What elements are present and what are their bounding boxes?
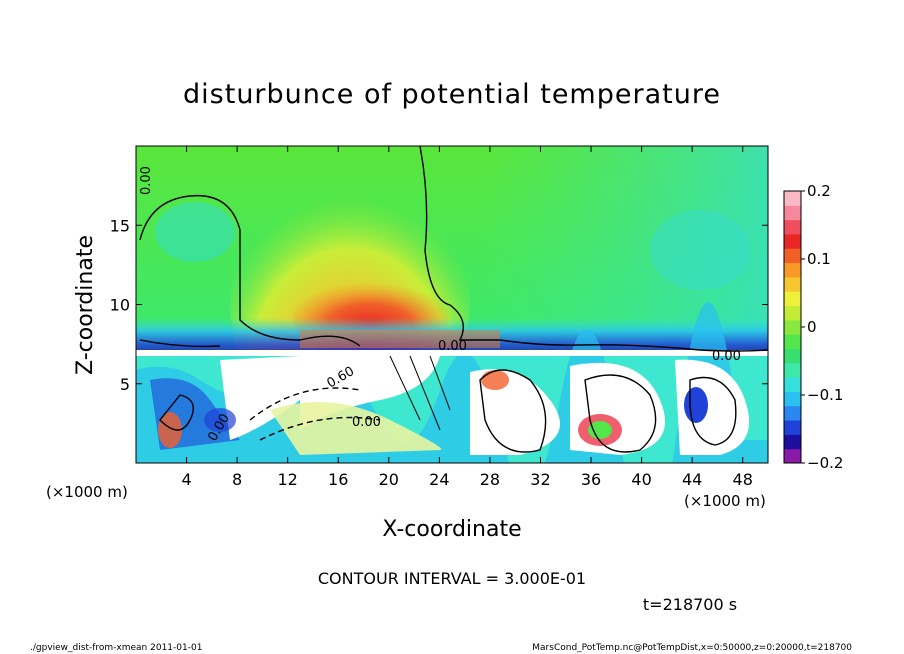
colorbar-swatch xyxy=(784,276,801,292)
colorbar-tick-label: 0 xyxy=(807,318,817,336)
colorbar-swatch xyxy=(784,191,801,206)
x-tick-label: 12 xyxy=(278,470,298,489)
colorbar-tick-label: −0.2 xyxy=(807,454,843,472)
colorbar: 0.2 0.1 0 −0.1 −0.2 xyxy=(783,182,843,472)
colorbar-swatch xyxy=(784,377,801,392)
x-tick-label: 28 xyxy=(480,470,500,489)
x-tick-label: 20 xyxy=(379,470,399,489)
x-unit-left: (×1000 m) xyxy=(46,483,128,501)
colorbar-swatch xyxy=(784,233,801,249)
contour-label: 0.00 xyxy=(352,415,381,430)
colorbar-swatch xyxy=(784,434,801,450)
colorbar-tick-label: −0.1 xyxy=(807,386,843,404)
colorbar-swatch xyxy=(784,262,801,278)
footer-left: ./gpview_dist-from-xmean 2011-01-01 xyxy=(30,643,202,653)
contour-label: 0.00 xyxy=(438,339,467,354)
x-tick-label: 48 xyxy=(733,470,753,489)
colorbar-swatch xyxy=(784,448,801,464)
x-tick-label: 36 xyxy=(581,470,601,489)
x-tick-label: 44 xyxy=(682,470,702,489)
y-tick-label: 15 xyxy=(110,216,130,235)
contour-label: 0.00 xyxy=(139,166,154,195)
x-tick-label: 4 xyxy=(181,470,191,489)
x-tick-label: 24 xyxy=(429,470,449,489)
colorbar-tick-label: 0.1 xyxy=(807,250,831,268)
colorbar-swatch xyxy=(784,362,801,378)
x-tick-label: 8 xyxy=(232,470,242,489)
chart-title: disturbunce of potential temperature xyxy=(183,79,721,110)
x-axis-ticks: 4 8 12 16 20 24 28 32 36 40 44 48 xyxy=(181,146,753,489)
colorbar-swatch xyxy=(784,348,801,364)
contour-lines xyxy=(139,146,768,453)
colorbar-tick-label: 0.2 xyxy=(807,182,831,200)
x-axis-title: X-coordinate xyxy=(382,517,521,542)
y-tick-label: 5 xyxy=(120,375,130,394)
colorbar-swatch xyxy=(784,305,801,321)
colorbar-swatch xyxy=(784,405,801,421)
y-tick-label: 10 xyxy=(110,296,130,315)
colorbar-swatch xyxy=(784,291,801,307)
colorbar-swatch xyxy=(784,391,801,407)
y-axis-title: Z-coordinate xyxy=(73,235,98,375)
time-label: t=218700 s xyxy=(643,595,737,614)
colorbar-swatch xyxy=(784,248,801,264)
colorbar-swatch xyxy=(784,420,801,435)
colorbar-swatch xyxy=(784,219,801,235)
colorbar-swatch xyxy=(784,205,801,221)
contour-label: 0.00 xyxy=(712,349,741,364)
colorbar-swatch xyxy=(784,334,801,349)
heatmap-field xyxy=(136,146,768,463)
footer-right: MarsCond_PotTemp.nc@PotTempDist,x=0:5000… xyxy=(532,643,852,653)
y-axis-ticks: 5 10 15 xyxy=(110,216,768,394)
x-tick-label: 16 xyxy=(328,470,348,489)
x-tick-label: 40 xyxy=(631,470,651,489)
colorbar-swatch xyxy=(784,319,801,335)
contour-interval-label: CONTOUR INTERVAL = 3.000E-01 xyxy=(318,569,586,588)
x-tick-label: 32 xyxy=(530,470,550,489)
x-unit-right: (×1000 m) xyxy=(684,492,766,510)
